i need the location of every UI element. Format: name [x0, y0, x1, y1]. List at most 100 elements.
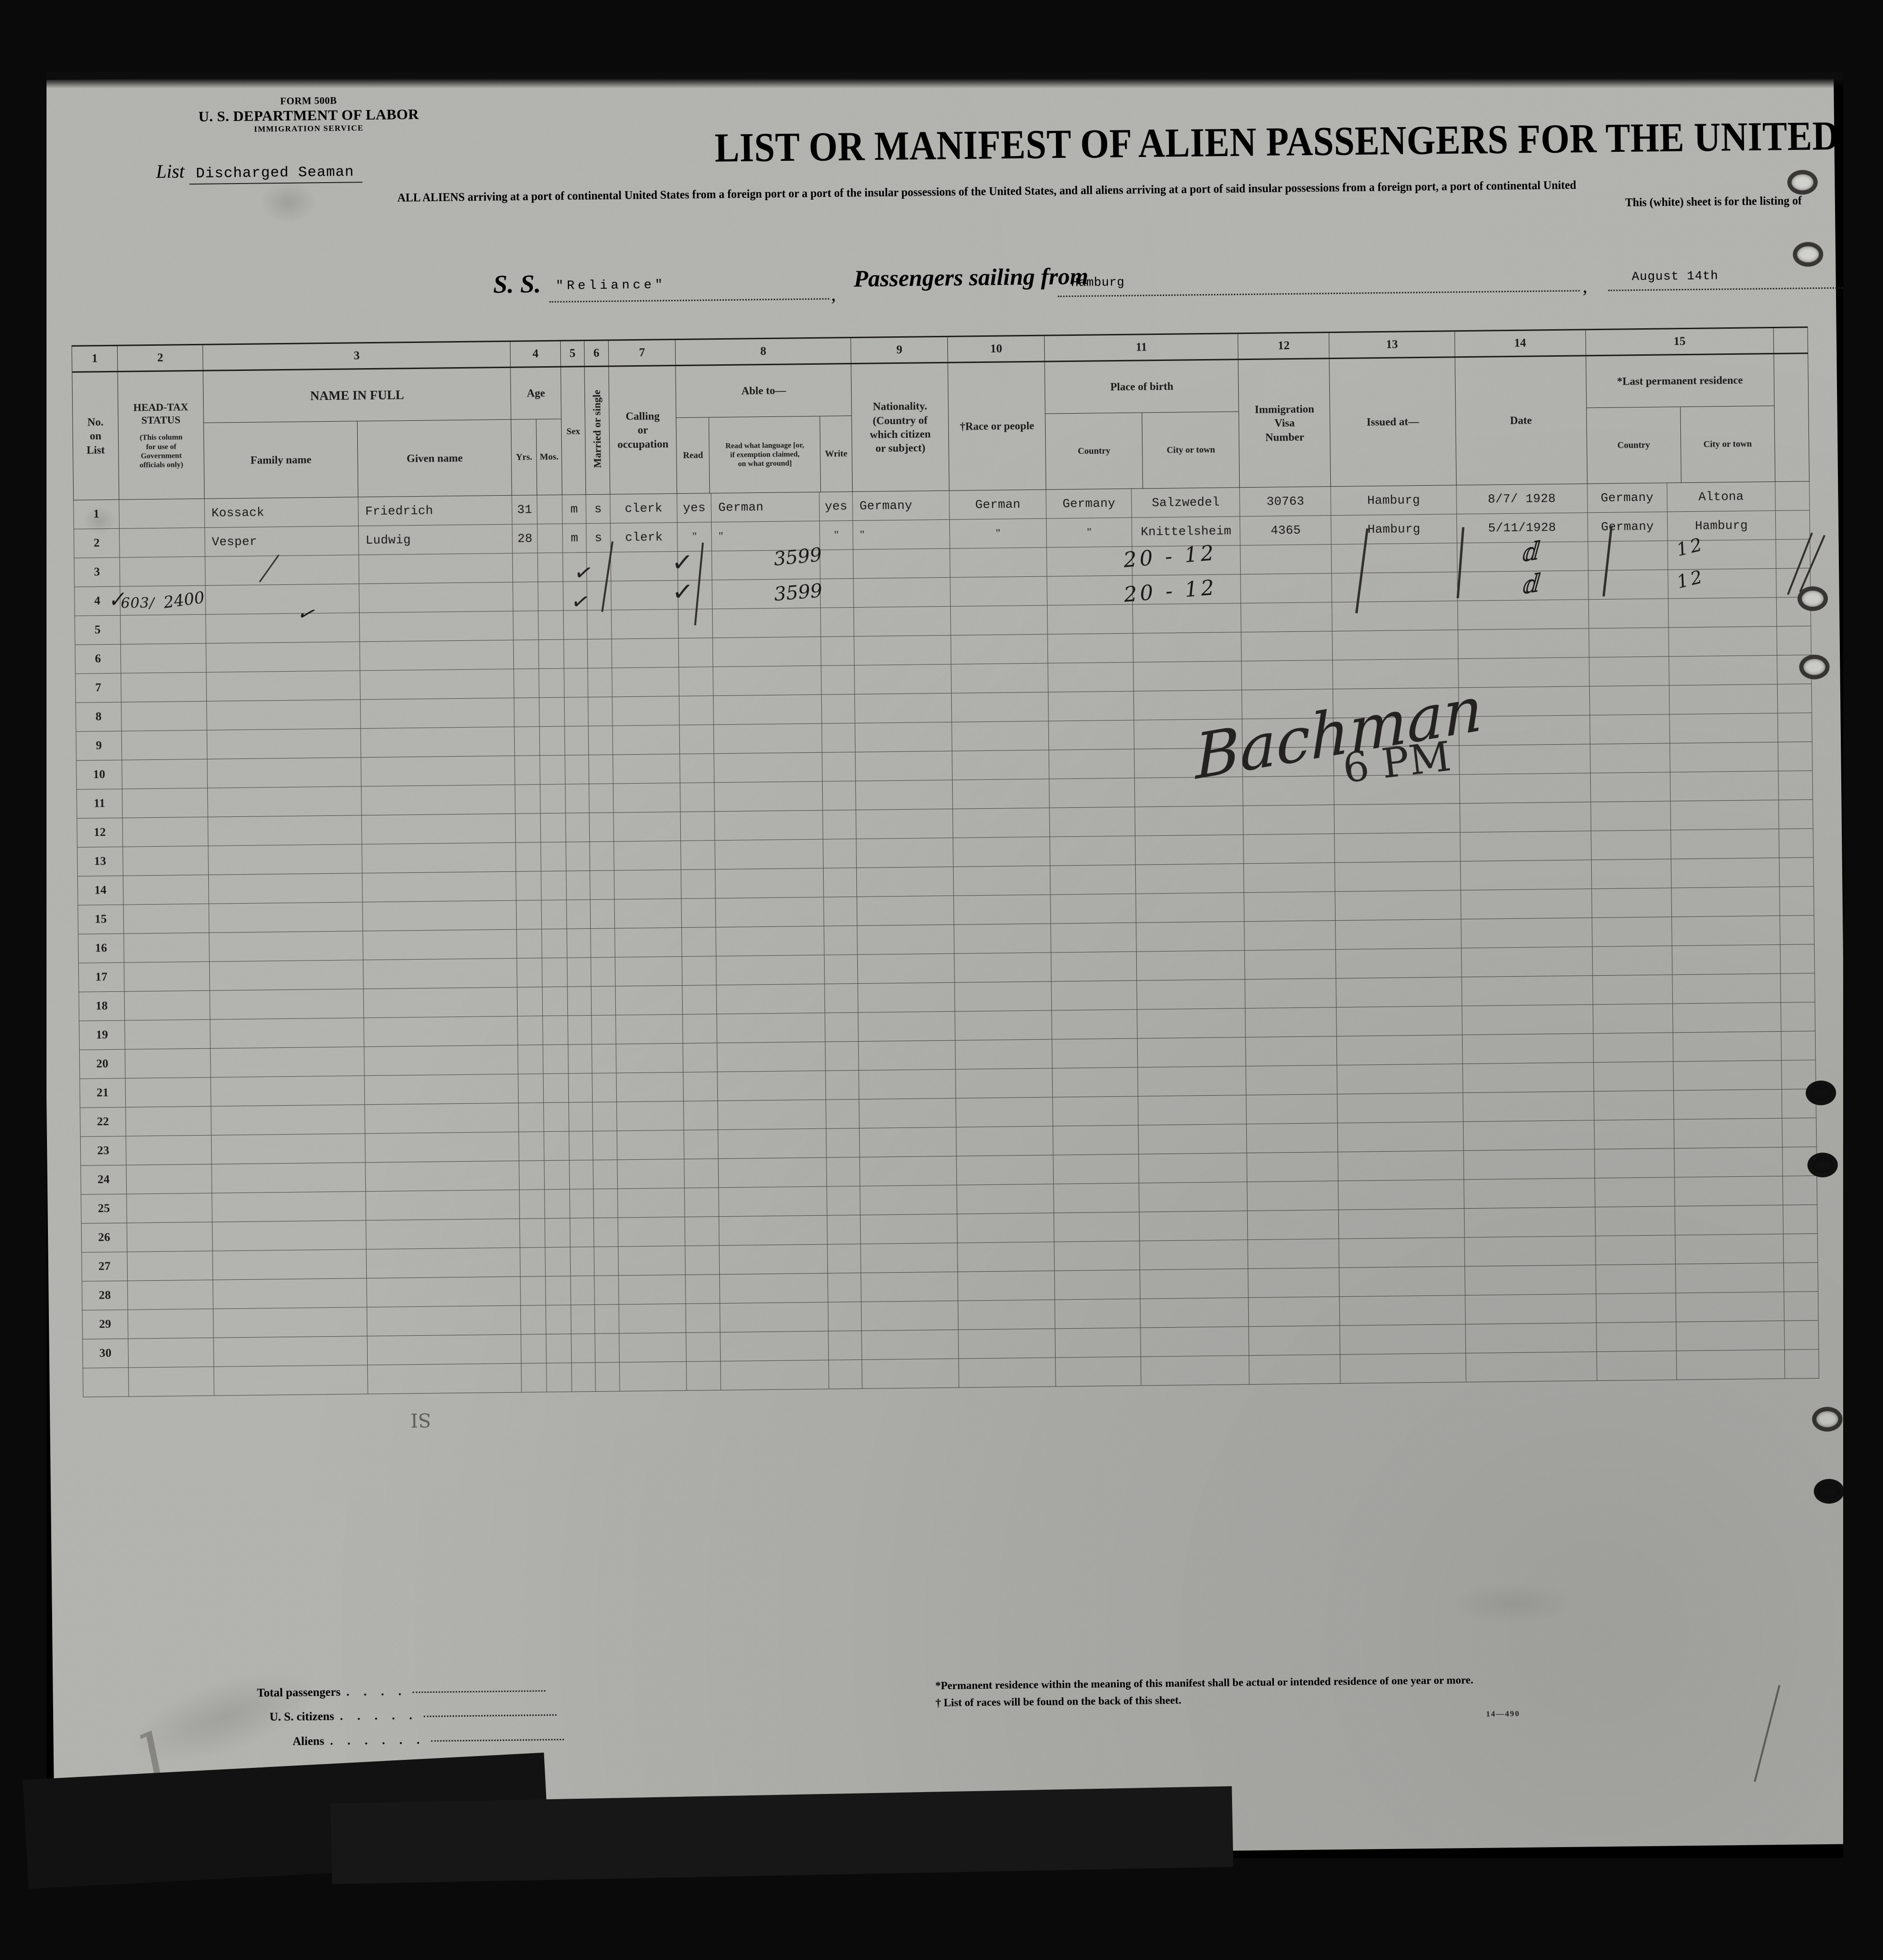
cell-empty [1669, 713, 1778, 743]
cell-empty [1675, 1292, 1784, 1322]
cell-empty [714, 752, 823, 783]
cell-empty [566, 928, 591, 958]
cell-empty [362, 871, 517, 902]
cell-empty [1340, 1353, 1466, 1384]
cell-empty [363, 958, 518, 989]
cell-empty [1593, 1032, 1673, 1063]
cell-empty [124, 1019, 211, 1050]
cell-race: " [949, 518, 1047, 549]
cell-empty [521, 1363, 547, 1393]
cell-empty [822, 752, 856, 782]
cell-empty [545, 1247, 571, 1276]
cell-empty [853, 606, 951, 637]
cell-empty [1047, 575, 1133, 606]
cell-empty [569, 1160, 594, 1190]
cell-married: s [586, 494, 611, 524]
cell-language: German [711, 492, 820, 522]
cell-empty [124, 962, 210, 992]
cell-empty [1668, 568, 1777, 599]
cell-empty [1781, 1002, 1816, 1032]
cell-empty [1247, 1152, 1338, 1182]
cell-empty [515, 813, 541, 843]
cell-empty [1595, 1177, 1675, 1207]
cell-empty [1593, 1061, 1674, 1091]
cell-empty [1051, 980, 1137, 1011]
cell-empty [209, 931, 363, 962]
cell-empty [121, 759, 208, 789]
colnum-8: 8 [675, 337, 851, 366]
cell-empty [686, 1303, 721, 1333]
cell-empty [517, 929, 542, 959]
cell-empty [541, 900, 567, 929]
cell-empty [855, 780, 953, 810]
cell-empty [1675, 1234, 1784, 1264]
cell-empty [718, 1128, 827, 1159]
cell-empty [612, 696, 680, 726]
cell-empty [362, 842, 516, 873]
cell-empty [127, 1280, 213, 1310]
cell-empty [1587, 540, 1668, 571]
colnum-6: 6 [584, 340, 609, 367]
cell-empty [1778, 770, 1813, 800]
cell-empty [1140, 1239, 1248, 1270]
cell-empty [612, 754, 680, 784]
cell-empty [209, 902, 363, 933]
cell-empty [1053, 1125, 1139, 1156]
cell-empty [859, 1069, 956, 1100]
cell-empty [1458, 715, 1590, 746]
header-calling: Calling or occupation [608, 365, 677, 495]
cell-empty [950, 547, 1047, 578]
row-number: 25 [81, 1194, 127, 1224]
row-number: 16 [78, 934, 124, 963]
cell-empty [610, 551, 678, 582]
cell-empty [1782, 1175, 1818, 1205]
cell-residence-country: Germany [1587, 482, 1668, 513]
row-number: 19 [79, 1020, 125, 1050]
header-married-single-label: Married or single [590, 389, 603, 468]
cell-empty [360, 640, 514, 671]
cell-empty [127, 1251, 213, 1281]
cell-empty [954, 924, 1051, 954]
cell-empty [1138, 1124, 1247, 1155]
cell-empty [955, 1068, 1053, 1099]
cell-empty [122, 817, 208, 847]
cell-empty [677, 551, 713, 581]
cell-empty [1246, 1123, 1338, 1153]
cell-empty [1242, 660, 1333, 690]
cell-empty [680, 753, 714, 783]
cell-empty [1243, 747, 1334, 777]
cell-date: 8/7/ 1928 [1456, 483, 1587, 514]
cell-empty [592, 1072, 617, 1102]
cell-empty [1247, 1181, 1339, 1211]
colnum-11: 11 [1044, 333, 1239, 362]
cell-empty [678, 580, 713, 610]
cell-empty [1054, 1241, 1140, 1271]
cell-empty [1243, 776, 1335, 806]
cell-empty [593, 1159, 618, 1189]
frame-edge-top [0, 0, 1883, 72]
cell-empty [1464, 1236, 1596, 1267]
cell-empty [1595, 1235, 1676, 1265]
cell-empty [958, 1300, 1056, 1330]
cell-empty [213, 1336, 368, 1367]
cell-empty [206, 699, 361, 730]
cell-empty [684, 1129, 719, 1159]
cell-empty [681, 898, 716, 928]
cell-empty [538, 553, 563, 582]
cell-empty [567, 1015, 592, 1045]
aliens-value [431, 1738, 564, 1742]
cell-empty [1339, 1237, 1465, 1268]
cell-empty [589, 813, 614, 842]
cell-empty [957, 1242, 1055, 1272]
cell-empty [1591, 859, 1671, 889]
comma-1: , [831, 283, 836, 305]
cell-empty [820, 578, 854, 608]
header-place-of-birth: Place of birth Country City or town [1045, 359, 1240, 490]
cell-empty [1244, 949, 1336, 980]
cell-empty [592, 1015, 616, 1045]
cell-empty [1243, 862, 1336, 893]
cell-empty [1589, 656, 1669, 686]
cell-empty [1465, 1265, 1596, 1295]
cell-empty [951, 634, 1048, 665]
sailing-from-label: Passengers sailing from [853, 262, 1089, 292]
